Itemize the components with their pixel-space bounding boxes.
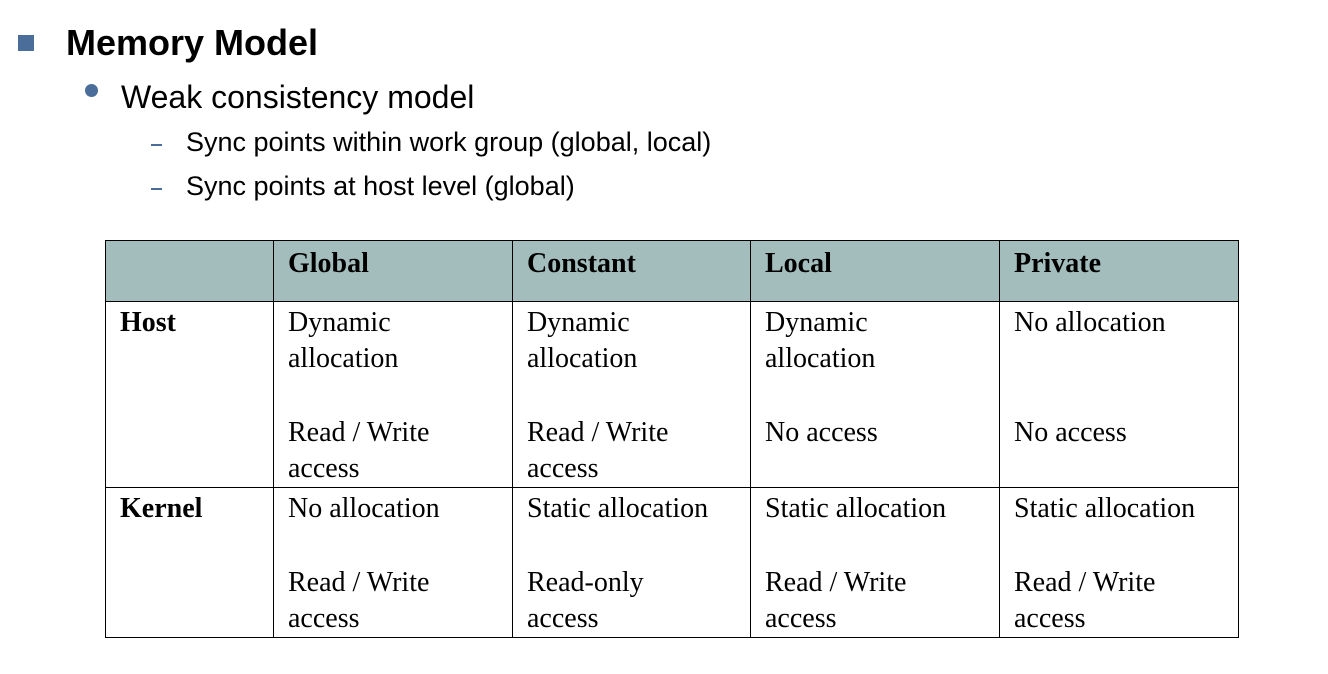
memory-model-table: Global Constant Local Private Host Dynam… [105,240,1239,638]
table-row-kernel: Kernel No allocation Read / Write access… [105,487,1239,638]
dash-bullet-icon [151,144,162,146]
dash-bullet-icon [151,188,162,190]
cell-host-local: Dynamic allocation No access [750,301,1000,488]
allocation-text: Dynamic [288,307,391,338]
cell-host-global: Dynamic allocation Read / Write access [273,301,513,488]
table-row-host: Host Dynamic allocation Read / Write acc… [105,301,1239,488]
slide-title: Memory Model [66,22,319,63]
header-corner [105,240,274,302]
access-text: Read / Write [288,567,430,598]
column-header-global: Global [273,240,513,302]
access-text: access [527,453,599,484]
access-text: access [527,603,599,634]
access-text: access [765,603,837,634]
cell-kernel-local: Static allocation Read / Write access [750,487,1000,638]
cell-kernel-constant: Static allocation Read-only access [512,487,751,638]
access-text: Read / Write [288,417,430,448]
allocation-text: No allocation [288,493,440,524]
allocation-text: Static allocation [765,493,947,524]
row-label-host: Host [105,301,274,488]
access-text: Read / Write [765,567,907,598]
allocation-text: Static allocation [1014,493,1196,524]
access-text: Read / Write [1014,567,1156,598]
access-text: No access [1014,417,1127,448]
cell-kernel-global: No allocation Read / Write access [273,487,513,638]
cell-host-private: No allocation No access [999,301,1239,488]
column-header-private: Private [999,240,1239,302]
access-text: access [288,603,360,634]
dot-bullet-icon [85,84,98,97]
access-text: Read-only [527,567,644,598]
bullet-weak-consistency: Weak consistency model [121,79,475,115]
table-header-row: Global Constant Local Private [105,240,1239,302]
column-header-constant: Constant [512,240,751,302]
allocation-text: Dynamic [765,307,868,338]
allocation-text: Static allocation [527,493,709,524]
column-header-local: Local [750,240,1000,302]
row-label-kernel: Kernel [105,487,274,638]
allocation-text: allocation [527,343,638,374]
cell-kernel-private: Static allocation Read / Write access [999,487,1239,638]
access-text: No access [765,417,878,448]
square-bullet-icon [18,35,34,51]
cell-host-constant: Dynamic allocation Read / Write access [512,301,751,488]
access-text: Read / Write [527,417,669,448]
subbullet-host-level-sync: Sync points at host level (global) [186,171,575,201]
access-text: access [1014,603,1086,634]
allocation-text: No allocation [1014,307,1166,338]
allocation-text: allocation [288,343,399,374]
subbullet-work-group-sync: Sync points within work group (global, l… [186,127,712,157]
allocation-text: Dynamic [527,307,630,338]
allocation-text: allocation [765,343,876,374]
access-text: access [288,453,360,484]
